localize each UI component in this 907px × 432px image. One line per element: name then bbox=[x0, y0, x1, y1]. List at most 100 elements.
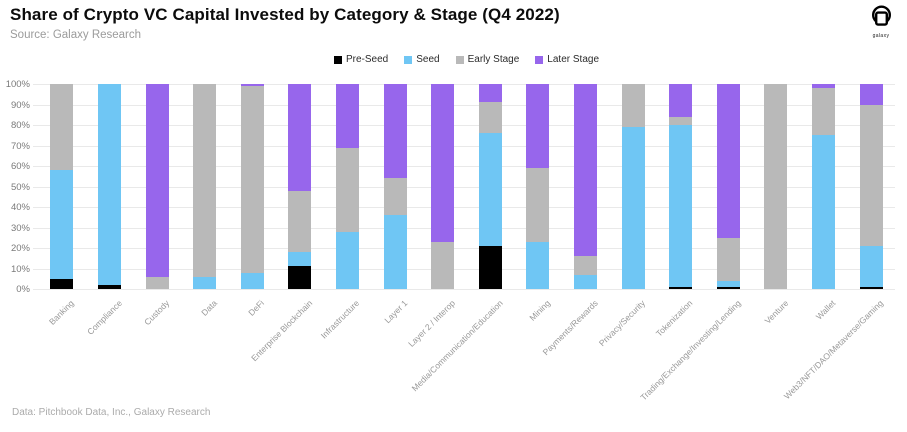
bar-segment-early-stage bbox=[288, 190, 312, 253]
x-label-infrastructure: Infrastructure bbox=[319, 298, 362, 341]
y-tick-label-100: 100% bbox=[5, 79, 30, 90]
bar-segment-early-stage bbox=[574, 256, 597, 275]
stacked-bar-layer-2-interop bbox=[431, 84, 455, 289]
legend-item-later-stage: Later Stage bbox=[535, 54, 599, 65]
bar-slot-enterprise-blockchain bbox=[276, 84, 324, 289]
y-tick-label-20: 20% bbox=[10, 243, 30, 254]
bar-segment-early-stage bbox=[526, 168, 550, 242]
bar-segment-seed bbox=[669, 125, 693, 287]
bar-segment-seed bbox=[859, 245, 883, 287]
bar-slot-layer-2-interop bbox=[419, 84, 467, 289]
y-tick-label-30: 30% bbox=[10, 222, 30, 234]
stacked-bar-mining bbox=[526, 84, 550, 289]
stacked-bar-privacy-security bbox=[621, 84, 645, 289]
stacked-bar-tokenization bbox=[669, 84, 693, 289]
galaxy-logo: galaxy bbox=[863, 5, 899, 39]
bar-slot-web3-nft-dao-metaverse-gaming bbox=[847, 84, 895, 289]
bar-slot-infrastructure bbox=[324, 84, 372, 289]
bar-segment-seed bbox=[621, 127, 645, 289]
gridline-50 bbox=[33, 186, 895, 188]
gridline-30 bbox=[33, 227, 895, 229]
bar-segment-later-stage bbox=[240, 84, 264, 87]
bar-segment-early-stage bbox=[716, 237, 740, 281]
x-label-defi: DeFi bbox=[246, 298, 267, 318]
bar-segment-seed bbox=[812, 135, 836, 289]
bar-segment-later-stage bbox=[526, 84, 550, 169]
bar-slot-media-communication-education bbox=[466, 84, 514, 289]
bar-slot-trading-exchange-investing-lending bbox=[705, 84, 753, 289]
bar-segment-early-stage bbox=[812, 88, 836, 136]
bar-segment-seed bbox=[526, 241, 550, 289]
bar-segment-early-stage bbox=[764, 84, 788, 289]
gridline-20 bbox=[33, 248, 895, 249]
x-label-media-communication-education: Media/Communication/Education bbox=[409, 298, 505, 394]
page-title: Share of Crypto VC Capital Invested by C… bbox=[10, 5, 560, 24]
source-line: Source: Galaxy Research bbox=[10, 29, 142, 41]
bar-segment-early-stage bbox=[145, 276, 169, 289]
bar-slot-wallet bbox=[800, 84, 848, 289]
bar-segment-seed bbox=[193, 276, 217, 289]
gridline-100 bbox=[33, 84, 895, 85]
bar-segment-later-stage bbox=[716, 84, 740, 238]
bar-segment-pre-seed bbox=[859, 286, 883, 289]
x-label-banking: Banking bbox=[47, 298, 76, 327]
x-label-layer-2-interop: Layer 2 / Interop bbox=[405, 298, 457, 349]
gridline-40 bbox=[33, 207, 895, 208]
x-label-layer-1: Layer 1 bbox=[382, 298, 410, 326]
stacked-bar-compliance bbox=[97, 84, 121, 289]
bar-segment-seed bbox=[478, 133, 502, 246]
seed-legend-swatch bbox=[404, 55, 413, 64]
stacked-bar-banking bbox=[50, 84, 74, 289]
bars-container bbox=[38, 84, 895, 289]
bar-slot-compliance bbox=[86, 84, 134, 289]
legend-item-early-stage: Early Stage bbox=[455, 54, 519, 65]
pre-seed-legend-swatch bbox=[333, 55, 342, 64]
stacked-bar-wallet bbox=[812, 84, 836, 289]
later-stage-legend-swatch bbox=[535, 55, 544, 64]
stacked-bar-venture bbox=[764, 84, 788, 289]
bar-slot-custody bbox=[133, 84, 181, 289]
bar-segment-early-stage bbox=[859, 104, 883, 246]
bar-slot-data bbox=[181, 84, 229, 289]
bar-segment-seed bbox=[240, 272, 264, 289]
x-axis-labels: Banking Compliance Custody Data DeFi Enterpri… bbox=[38, 289, 895, 407]
y-tick-label-50: 50% bbox=[10, 181, 30, 193]
footer-note: Data: Pitchbook Data, Inc., Galaxy Resea… bbox=[12, 407, 211, 418]
bar-slot-mining bbox=[514, 84, 562, 289]
bar-slot-tokenization bbox=[657, 84, 705, 289]
x-label-web3-nft-dao-metaverse-gaming: Web3/NFT/DAO/Metaverse/Gaming bbox=[782, 298, 886, 402]
bar-segment-later-stage bbox=[335, 84, 359, 148]
early-stage-legend-swatch bbox=[455, 55, 464, 64]
y-tick-label-60: 60% bbox=[10, 161, 30, 172]
y-tick-label-0: 0% bbox=[16, 284, 30, 295]
x-label-mining: Mining bbox=[527, 298, 552, 323]
plot-area bbox=[33, 84, 895, 290]
stacked-bar-data bbox=[193, 84, 217, 289]
bar-segment-pre-seed bbox=[478, 245, 502, 289]
stacked-bar-layer-1 bbox=[383, 84, 407, 289]
y-tick-label-80: 80% bbox=[10, 120, 30, 131]
bar-segment-early-stage bbox=[335, 147, 359, 232]
bar-segment-later-stage bbox=[383, 84, 407, 179]
bar-segment-pre-seed bbox=[669, 286, 693, 289]
bar-segment-early-stage bbox=[240, 86, 264, 273]
x-label-tokenization: Tokenization bbox=[654, 298, 695, 339]
bar-slot-venture bbox=[752, 84, 800, 289]
bar-segment-pre-seed bbox=[50, 278, 74, 289]
stacked-bar-web3-nft-dao-metaverse-gaming bbox=[859, 84, 883, 289]
x-label-privacy-security: Privacy/Security bbox=[597, 298, 648, 349]
bar-segment-pre-seed bbox=[288, 266, 312, 289]
stacked-bar-enterprise-blockchain bbox=[288, 84, 312, 289]
stacked-bar-custody bbox=[145, 84, 169, 289]
gridline-10 bbox=[33, 268, 895, 270]
stacked-bar-media-communication-education bbox=[478, 84, 502, 289]
bar-segment-seed bbox=[716, 280, 740, 287]
legend-label: Seed bbox=[416, 54, 440, 65]
gridline-60 bbox=[33, 166, 895, 167]
legend-label: Later Stage bbox=[547, 54, 600, 65]
bar-slot-banking bbox=[38, 84, 86, 289]
y-tick-label-70: 70% bbox=[10, 140, 30, 152]
bar-segment-early-stage bbox=[383, 178, 407, 216]
gridline-0 bbox=[33, 289, 895, 290]
